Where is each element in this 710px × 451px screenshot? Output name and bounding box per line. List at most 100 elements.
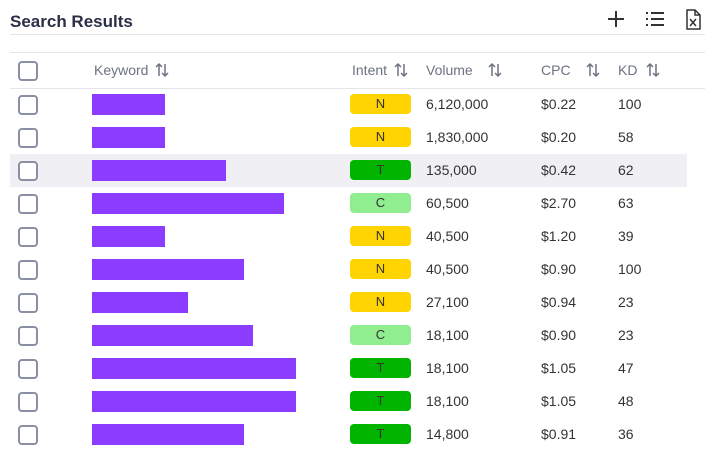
redacted-keyword bbox=[92, 94, 165, 115]
intent-badge: N bbox=[350, 292, 411, 312]
kd-cell: 23 bbox=[618, 327, 634, 343]
select-all-checkbox[interactable] bbox=[18, 61, 38, 81]
column-header-label: KD bbox=[618, 62, 638, 78]
cpc-cell: $0.90 bbox=[541, 327, 577, 343]
table-row[interactable]: C 18,100 $0.90 23 bbox=[10, 319, 687, 352]
volume-cell: 27,100 bbox=[426, 294, 469, 310]
kd-cell: 62 bbox=[618, 162, 634, 178]
volume-cell: 18,100 bbox=[426, 327, 469, 343]
table-row[interactable]: N 27,100 $0.94 23 bbox=[10, 286, 687, 319]
row-checkbox[interactable] bbox=[18, 392, 38, 412]
cpc-cell: $0.42 bbox=[541, 162, 577, 178]
intent-badge: T bbox=[350, 424, 411, 444]
divider bbox=[10, 52, 705, 53]
intent-badge: N bbox=[350, 127, 411, 147]
intent-badge: C bbox=[350, 193, 411, 213]
row-checkbox[interactable] bbox=[18, 227, 38, 247]
intent-badge: C bbox=[350, 325, 411, 345]
volume-cell: 6,120,000 bbox=[426, 96, 489, 112]
column-header: Keyword bbox=[94, 62, 170, 78]
divider bbox=[10, 34, 705, 35]
column-header: KD bbox=[618, 62, 661, 78]
column-header: Intent bbox=[352, 62, 409, 78]
table-row[interactable]: N 40,500 $1.20 39 bbox=[10, 220, 687, 253]
cpc-cell: $0.94 bbox=[541, 294, 577, 310]
column-header-label: CPC bbox=[541, 62, 571, 78]
table-row[interactable]: T 18,100 $1.05 47 bbox=[10, 352, 687, 385]
volume-cell: 18,100 bbox=[426, 393, 469, 409]
kd-cell: 100 bbox=[618, 96, 642, 112]
intent-badge: T bbox=[350, 160, 411, 180]
redacted-keyword bbox=[92, 325, 253, 346]
intent-badge: T bbox=[350, 391, 411, 411]
row-checkbox[interactable] bbox=[18, 161, 38, 181]
redacted-keyword bbox=[92, 391, 296, 412]
sort-icon[interactable] bbox=[585, 62, 601, 78]
cpc-cell: $2.70 bbox=[541, 195, 577, 211]
sort-icon[interactable] bbox=[393, 62, 409, 78]
redacted-keyword bbox=[92, 193, 284, 214]
kd-cell: 58 bbox=[618, 129, 634, 145]
redacted-keyword bbox=[92, 292, 188, 313]
toolbar bbox=[608, 9, 701, 30]
redacted-keyword bbox=[92, 160, 226, 181]
column-header-label: Intent bbox=[352, 62, 388, 78]
row-checkbox[interactable] bbox=[18, 359, 38, 379]
row-checkbox[interactable] bbox=[18, 128, 38, 148]
column-header-label: Keyword bbox=[94, 62, 149, 78]
cpc-cell: $0.90 bbox=[541, 261, 577, 277]
redacted-keyword bbox=[92, 127, 165, 148]
volume-cell: 40,500 bbox=[426, 261, 469, 277]
add-icon[interactable] bbox=[608, 11, 624, 27]
kd-cell: 63 bbox=[618, 195, 634, 211]
intent-badge: N bbox=[350, 94, 411, 114]
volume-cell: 135,000 bbox=[426, 162, 477, 178]
sort-icon[interactable] bbox=[487, 62, 503, 78]
cpc-cell: $1.05 bbox=[541, 360, 577, 376]
column-header: CPC bbox=[541, 62, 601, 78]
volume-cell: 40,500 bbox=[426, 228, 469, 244]
cpc-cell: $1.05 bbox=[541, 393, 577, 409]
row-checkbox[interactable] bbox=[18, 95, 38, 115]
redacted-keyword bbox=[92, 226, 165, 247]
kd-cell: 100 bbox=[618, 261, 642, 277]
kd-cell: 23 bbox=[618, 294, 634, 310]
table-row[interactable]: N 6,120,000 $0.22 100 bbox=[10, 88, 687, 121]
row-checkbox[interactable] bbox=[18, 194, 38, 214]
volume-cell: 14,800 bbox=[426, 426, 469, 442]
row-checkbox[interactable] bbox=[18, 293, 38, 313]
table-row[interactable]: N 40,500 $0.90 100 bbox=[10, 253, 687, 286]
cpc-cell: $1.20 bbox=[541, 228, 577, 244]
cpc-cell: $0.91 bbox=[541, 426, 577, 442]
intent-badge: N bbox=[350, 226, 411, 246]
sort-icon[interactable] bbox=[645, 62, 661, 78]
row-checkbox[interactable] bbox=[18, 425, 38, 445]
kd-cell: 39 bbox=[618, 228, 634, 244]
column-header: Volume bbox=[426, 62, 503, 78]
redacted-keyword bbox=[92, 424, 244, 445]
export-excel-icon[interactable] bbox=[686, 9, 701, 30]
table-row[interactable]: C 60,500 $2.70 63 bbox=[10, 187, 687, 220]
redacted-keyword bbox=[92, 259, 244, 280]
cpc-cell: $0.22 bbox=[541, 96, 577, 112]
volume-cell: 1,830,000 bbox=[426, 129, 489, 145]
table-row[interactable]: T 135,000 $0.42 62 bbox=[10, 154, 687, 187]
kd-cell: 47 bbox=[618, 360, 634, 376]
sort-icon[interactable] bbox=[154, 62, 170, 78]
divider bbox=[10, 88, 705, 89]
kd-cell: 36 bbox=[618, 426, 634, 442]
table-row[interactable]: N 1,830,000 $0.20 58 bbox=[10, 121, 687, 154]
cpc-cell: $0.20 bbox=[541, 129, 577, 145]
page-title: Search Results bbox=[10, 12, 133, 31]
redacted-keyword bbox=[92, 358, 296, 379]
row-checkbox[interactable] bbox=[18, 326, 38, 346]
row-checkbox[interactable] bbox=[18, 260, 38, 280]
intent-badge: T bbox=[350, 358, 411, 378]
column-header-label: Volume bbox=[426, 62, 473, 78]
columns-icon[interactable] bbox=[646, 12, 664, 26]
kd-cell: 48 bbox=[618, 393, 634, 409]
table-row[interactable]: T 18,100 $1.05 48 bbox=[10, 385, 687, 418]
intent-badge: N bbox=[350, 259, 411, 279]
table-row[interactable]: T 14,800 $0.91 36 bbox=[10, 418, 687, 451]
